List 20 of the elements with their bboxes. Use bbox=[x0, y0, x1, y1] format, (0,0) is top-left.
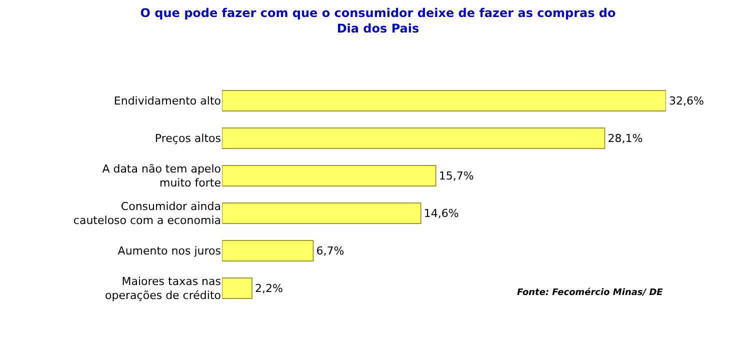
y-tick-label: A data não tem apelo muito forte bbox=[102, 162, 222, 190]
bar bbox=[222, 202, 422, 224]
data-label: 14,6% bbox=[424, 206, 459, 220]
bar bbox=[222, 277, 252, 300]
bar bbox=[222, 164, 436, 187]
data-label: 15,7% bbox=[438, 169, 474, 182]
bar bbox=[222, 127, 606, 150]
y-tick-label: Consumidor ainda cauteloso com a economia bbox=[73, 200, 221, 228]
data-label: 28,1% bbox=[608, 132, 643, 145]
y-tick-label: Preços altos bbox=[154, 132, 222, 146]
data-label: 6,7% bbox=[316, 244, 344, 258]
data-label: 32,6% bbox=[669, 94, 704, 108]
annotation: Fonte: Fecomércio Minas/ DE bbox=[517, 287, 664, 298]
y-tick-label: Maiores taxas nas operações de crédito bbox=[105, 274, 222, 302]
chart-title: O que pode fazer com que o consumidor deixe de fazer as compras do Dia dos Pais bbox=[140, 6, 616, 36]
data-label: 2,2% bbox=[254, 282, 283, 295]
y-tick-label: Aumento nos juros bbox=[118, 244, 222, 258]
bar bbox=[222, 90, 666, 112]
y-tick-label: Endividamento alto bbox=[114, 94, 222, 108]
bar bbox=[222, 240, 314, 262]
